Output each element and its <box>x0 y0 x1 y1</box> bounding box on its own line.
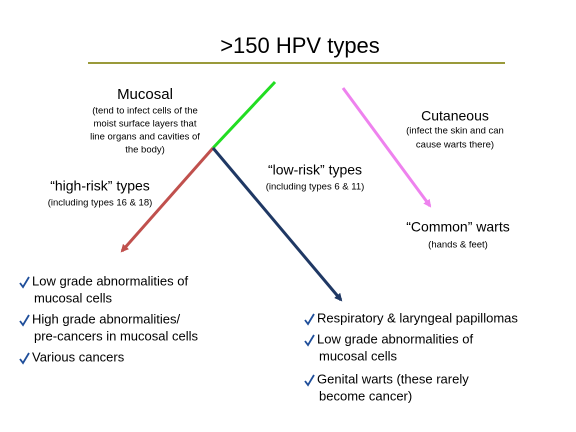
outcome-text: Low grade abnormalities of <box>32 273 188 288</box>
high-risk-arrow <box>120 147 215 253</box>
outcome-text: become cancer) <box>319 388 412 403</box>
cutaneous-description: cause warts there) <box>416 140 494 151</box>
check-icon <box>19 352 30 365</box>
check-icon <box>19 276 30 289</box>
mucosal-description: the body) <box>125 145 165 156</box>
check-icon <box>304 334 315 347</box>
high-risk-note: (including types 16 & 18) <box>48 198 153 209</box>
outcome-text: Low grade abnormalities of <box>317 331 473 346</box>
outcome-text: High grade abnormalities/ <box>32 311 181 326</box>
outcome-text: mucosal cells <box>319 348 398 363</box>
mucosal-description: moist surface layers that <box>94 119 197 130</box>
low-risk-note: (including types 6 & 11) <box>266 182 365 193</box>
outcome-text: mucosal cells <box>34 290 113 305</box>
check-icon <box>304 374 315 387</box>
outcome-text: Respiratory & laryngeal papillomas <box>317 310 518 325</box>
mucosal-branch <box>211 80 277 150</box>
mucosal-description: line organs and cavities of <box>90 132 200 143</box>
cutaneous-label: Cutaneous <box>421 108 489 124</box>
low-risk-arrow <box>211 147 343 302</box>
title: >150 HPV types <box>220 33 380 58</box>
high-risk-label: “high-risk” types <box>50 178 150 194</box>
low-risk-label: “low-risk” types <box>268 162 362 178</box>
common-warts-note: (hands & feet) <box>428 240 488 251</box>
common-warts-label: “Common” warts <box>406 219 509 235</box>
cutaneous-arrow <box>341 87 432 208</box>
mucosal-label: Mucosal <box>117 86 173 103</box>
mucosal-description: (tend to infect cells of the <box>92 106 198 117</box>
outcome-text: Genital warts (these rarely <box>317 371 469 386</box>
outcome-text: Various cancers <box>32 349 125 364</box>
outcome-text: pre-cancers in mucosal cells <box>34 328 199 343</box>
cutaneous-description: (infect the skin and can <box>406 126 504 137</box>
check-icon <box>304 313 315 326</box>
check-icon <box>19 314 30 327</box>
